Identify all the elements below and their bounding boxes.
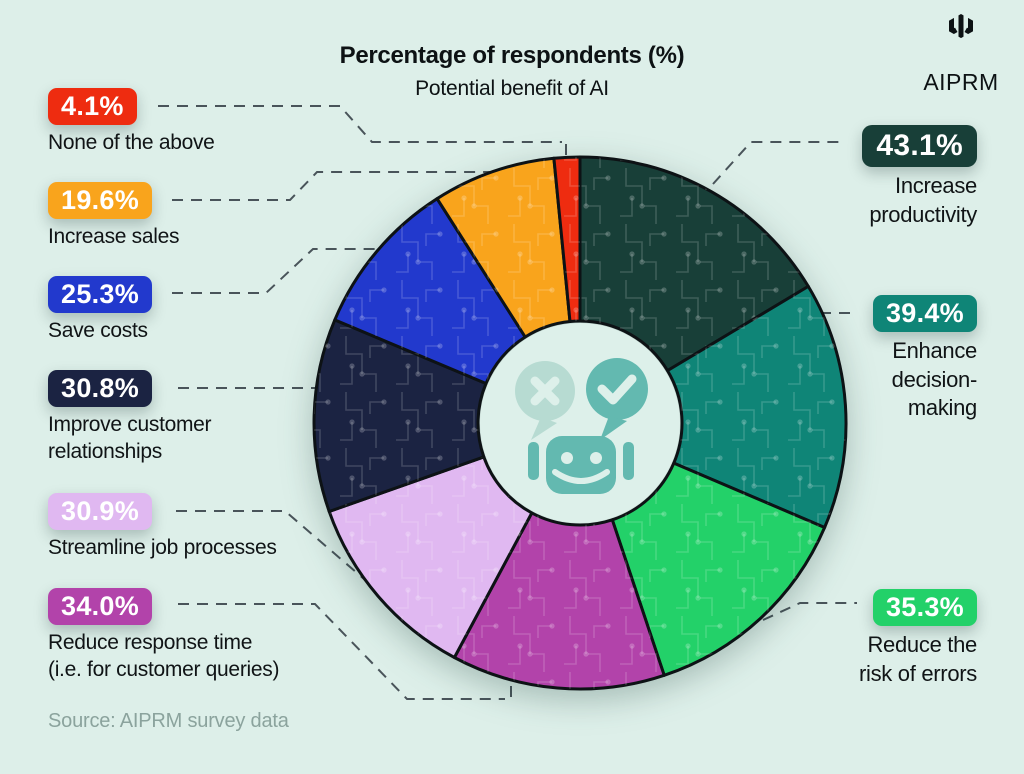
- circuit-pattern-overlay: [334, 198, 526, 384]
- value-badge: 19.6%: [48, 182, 153, 219]
- callout-save-costs: 25.3% Save costs: [48, 276, 153, 345]
- value-badge: 30.9%: [48, 493, 153, 530]
- connector-increase-productivity: [712, 141, 845, 185]
- chart-title-block: Percentage of respondents (%) Potential …: [0, 42, 1024, 101]
- circuit-pattern-overlay: [437, 158, 570, 337]
- callout-label: Reduce the risk of errors: [858, 632, 977, 686]
- value-badge: 4.1%: [48, 88, 137, 125]
- callout-reduce-response-time: 34.0% Reduce response time (i.e. for cust…: [48, 588, 279, 683]
- callout-label: Improve customer relationships: [48, 413, 212, 463]
- value-badge: 25.3%: [48, 276, 153, 313]
- connector-save-costs: [172, 248, 377, 294]
- connector-reduce-risk-of-errors: [762, 602, 857, 621]
- connector-lines: [158, 105, 857, 700]
- connector-reduce-response-time: [178, 603, 512, 700]
- callout-enhance-decision-making: 39.4% Enhance decision-making: [872, 295, 978, 423]
- value-badge: 30.8%: [48, 370, 153, 407]
- callout-increase-productivity: 43.1% Increase productivity: [862, 125, 977, 229]
- circuit-pattern-overlay: [580, 157, 809, 371]
- value-badge: 35.3%: [872, 589, 977, 626]
- circuit-pattern-overlay: [553, 157, 580, 322]
- callout-label: Save costs: [48, 319, 148, 342]
- speech-bubble-check-icon: [586, 358, 648, 440]
- source-attribution: Source: AIPRM survey data: [48, 710, 289, 732]
- page-title: Percentage of respondents (%): [339, 42, 685, 69]
- robot-head-icon: [528, 436, 634, 494]
- callout-label: None of the above: [48, 131, 215, 154]
- circuit-pattern-overlay: [454, 512, 665, 689]
- aiprm-hexagon-icon: [939, 14, 983, 45]
- callout-none-of-the-above: 4.1% None of the above: [48, 88, 215, 157]
- value-badge: 34.0%: [48, 588, 153, 625]
- circuit-pattern-overlay: [612, 463, 825, 676]
- callout-streamline-job-processes: 30.9% Streamline job processes: [48, 493, 277, 562]
- callout-improve-customer-relationships: 30.8% Improve customer relationships: [48, 370, 212, 465]
- page-subtitle: Potential benefit of AI: [415, 77, 609, 100]
- robot-chat-icon: [480, 323, 680, 523]
- callout-increase-sales: 19.6% Increase sales: [48, 182, 180, 251]
- value-badge: 39.4%: [872, 295, 977, 332]
- aiprm-logo-text: AIPRM: [923, 69, 999, 95]
- donut-chart: [312, 155, 848, 691]
- speech-bubble-x-icon: [515, 361, 575, 440]
- callout-reduce-risk-of-errors: 35.3% Reduce the risk of errors: [859, 589, 977, 688]
- connector-increase-sales: [172, 171, 494, 201]
- callout-label: Reduce response time (i.e. for customer q…: [48, 631, 280, 681]
- circuit-pattern-overlay: [667, 286, 847, 528]
- connector-none-of-the-above: [158, 105, 567, 160]
- aiprm-logo: AIPRM: [918, 14, 1004, 96]
- circuit-pattern-overlay: [314, 319, 486, 512]
- value-badge: 43.1%: [862, 125, 977, 167]
- callout-label: Streamline job processes: [48, 536, 277, 559]
- circuit-pattern-overlay: [329, 456, 532, 658]
- callout-label: Increase productivity: [869, 173, 977, 227]
- callout-label: Enhance decision-making: [891, 338, 978, 421]
- connector-streamline-job-processes: [176, 510, 386, 598]
- callout-label: Increase sales: [48, 225, 180, 248]
